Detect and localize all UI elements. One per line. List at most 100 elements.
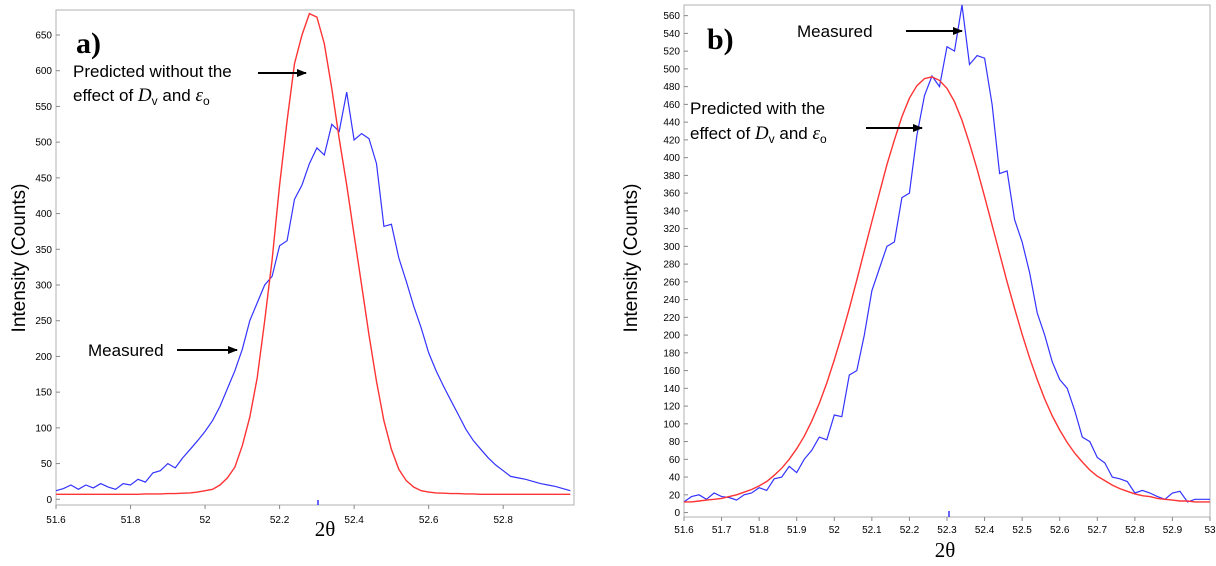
annotation-predicted-a-line2: effect of Dv and εo <box>73 85 210 108</box>
x-tick-label-b: 52.2 <box>900 525 920 536</box>
panel-label-b: b) <box>707 23 734 56</box>
x-tick-label-a: 52.4 <box>344 515 364 526</box>
y-tick-label-b: 0 <box>674 508 680 519</box>
y-tick-label-b: 60 <box>669 455 681 466</box>
y-tick-label-b: 40 <box>669 473 681 484</box>
x-tick-label-b: 52.5 <box>1012 525 1032 536</box>
y-tick-label-a: 400 <box>35 209 52 220</box>
y-tick-label-b: 160 <box>663 366 680 377</box>
panel-a: 050100150200250300350400450500550600650 … <box>9 9 575 541</box>
y-tick-label-a: 50 <box>41 459 53 470</box>
x-tick-label-a: 52.8 <box>493 515 513 526</box>
y-tick-label-a: 500 <box>35 138 52 149</box>
annotation-predicted-b-line1: Predicted with the <box>690 99 825 118</box>
x-tick-label-a: 52.6 <box>419 515 439 526</box>
y-tick-label-a: 350 <box>35 245 52 256</box>
x-tick-label-b: 52.3 <box>937 525 957 536</box>
y-tick-label-b: 560 <box>663 11 680 22</box>
y-axis-title-b: Intensity (Counts) <box>621 184 642 333</box>
x-tick-label-b: 52.7 <box>1088 525 1108 536</box>
annotation-predicted-a-mid: and <box>158 86 196 105</box>
y-tick-label-b: 20 <box>669 490 681 501</box>
x-tick-label-b: 51.6 <box>674 525 694 536</box>
predicted-line-a <box>56 12 571 495</box>
y-tick-label-b: 540 <box>663 29 680 40</box>
x-ticks-b: 51.6 51.7 51.8 51.9 52 52.1 52.2 52.3 52.4 52.5 52… <box>674 517 1216 536</box>
y-tick-label-b: 320 <box>663 224 680 235</box>
y-axis-title-a: Intensity (Counts) <box>9 184 30 333</box>
x-tick-label-b: 52 <box>829 525 841 536</box>
x-tick-label-a: 52.2 <box>270 515 290 526</box>
x-axis-title-a: 2θ <box>315 517 336 541</box>
annotation-predicted-b-sym1: D <box>754 123 769 144</box>
measured-line-a <box>55 91 571 492</box>
x-tick-label-b: 53 <box>1204 525 1216 536</box>
y-tick-label-b: 120 <box>663 402 680 413</box>
y-tick-label-b: 420 <box>663 135 680 146</box>
y-tick-label-b: 100 <box>663 419 680 430</box>
annotation-predicted-a-line1: Predicted without the <box>73 62 232 81</box>
annotation-predicted-a-sym2: ε <box>195 85 203 106</box>
y-tick-label-b: 240 <box>663 295 680 306</box>
y-tick-label-b: 80 <box>669 437 681 448</box>
y-tick-label-b: 180 <box>663 348 680 359</box>
y-tick-label-b: 380 <box>663 171 680 182</box>
y-tick-label-b: 440 <box>663 118 680 129</box>
y-ticks-a: 0 50 100 150 200 250 300 350 400 450 500 550 600 650 <box>35 31 60 506</box>
x-tick-label-b: 52.6 <box>1050 525 1070 536</box>
y-tick-label-a: 200 <box>35 352 52 363</box>
y-tick-label-b: 300 <box>663 242 680 253</box>
y-tick-label-b: 500 <box>663 64 680 75</box>
y-tick-label-b: 520 <box>663 47 680 58</box>
y-ticks-b: 0 20 40 60 80 100 120 140 160 180 200 220 240 260 280 3… <box>663 11 688 519</box>
x-tick-label-b: 52.1 <box>862 525 882 536</box>
annotation-predicted-b-sub1: v <box>769 132 775 146</box>
x-axis-title-b: 2θ <box>935 538 956 561</box>
x-tick-label-b: 52.8 <box>1125 525 1145 536</box>
annotation-measured-a: Measured <box>88 341 164 360</box>
y-tick-label-b: 220 <box>663 313 680 324</box>
y-tick-label-b: 260 <box>663 277 680 288</box>
y-tick-label-b: 140 <box>663 384 680 395</box>
x-tick-label-a: 52 <box>200 515 212 526</box>
y-tick-label-b: 480 <box>663 82 680 93</box>
y-tick-label-a: 100 <box>35 423 52 434</box>
x-tick-label-b: 51.9 <box>787 525 807 536</box>
y-tick-label-b: 360 <box>663 189 680 200</box>
predicted-line-b <box>684 76 1210 503</box>
y-tick-label-b: 460 <box>663 100 680 111</box>
annotation-predicted-b-line2: effect of Dv and εo <box>690 123 827 146</box>
y-tick-label-a: 300 <box>35 281 52 292</box>
annotation-predicted-b-sym2: ε <box>812 123 820 144</box>
plot-area-a <box>55 9 575 506</box>
y-tick-label-a: 0 <box>46 495 52 506</box>
y-tick-label-a: 650 <box>35 31 52 42</box>
annotation-predicted-b-prefix: effect of <box>690 124 755 143</box>
y-tick-label-b: 340 <box>663 206 680 217</box>
y-tick-label-a: 600 <box>35 66 52 77</box>
annotation-predicted-a-sub2: o <box>203 94 210 108</box>
x-tick-label-a: 51.8 <box>121 515 141 526</box>
y-tick-label-a: 550 <box>35 102 52 113</box>
annotation-predicted-a-prefix: effect of <box>73 86 138 105</box>
y-tick-label-a: 150 <box>35 388 52 399</box>
x-tick-label-b: 52.4 <box>975 525 995 536</box>
annotation-predicted-b-sub2: o <box>820 132 827 146</box>
y-tick-label-b: 200 <box>663 331 680 342</box>
annotation-measured-b: Measured <box>797 22 873 41</box>
annotation-predicted-a-sub1: v <box>152 94 158 108</box>
measured-line-b <box>683 4 1210 503</box>
annotation-predicted-a-sym1: D <box>137 85 152 106</box>
y-tick-label-a: 250 <box>35 316 52 327</box>
x-tick-label-a: 51.6 <box>46 515 66 526</box>
plot-area-b <box>683 4 1211 518</box>
y-tick-label-b: 400 <box>663 153 680 164</box>
panel-b: 0 20 40 60 80 100 120 140 160 180 200 220 240 260 280 3… <box>621 4 1216 562</box>
y-tick-label-b: 280 <box>663 260 680 271</box>
x-tick-label-b: 51.8 <box>749 525 769 536</box>
y-tick-label-a: 450 <box>35 173 52 184</box>
x-tick-label-b: 51.7 <box>712 525 732 536</box>
annotation-predicted-b-mid: and <box>775 124 813 143</box>
